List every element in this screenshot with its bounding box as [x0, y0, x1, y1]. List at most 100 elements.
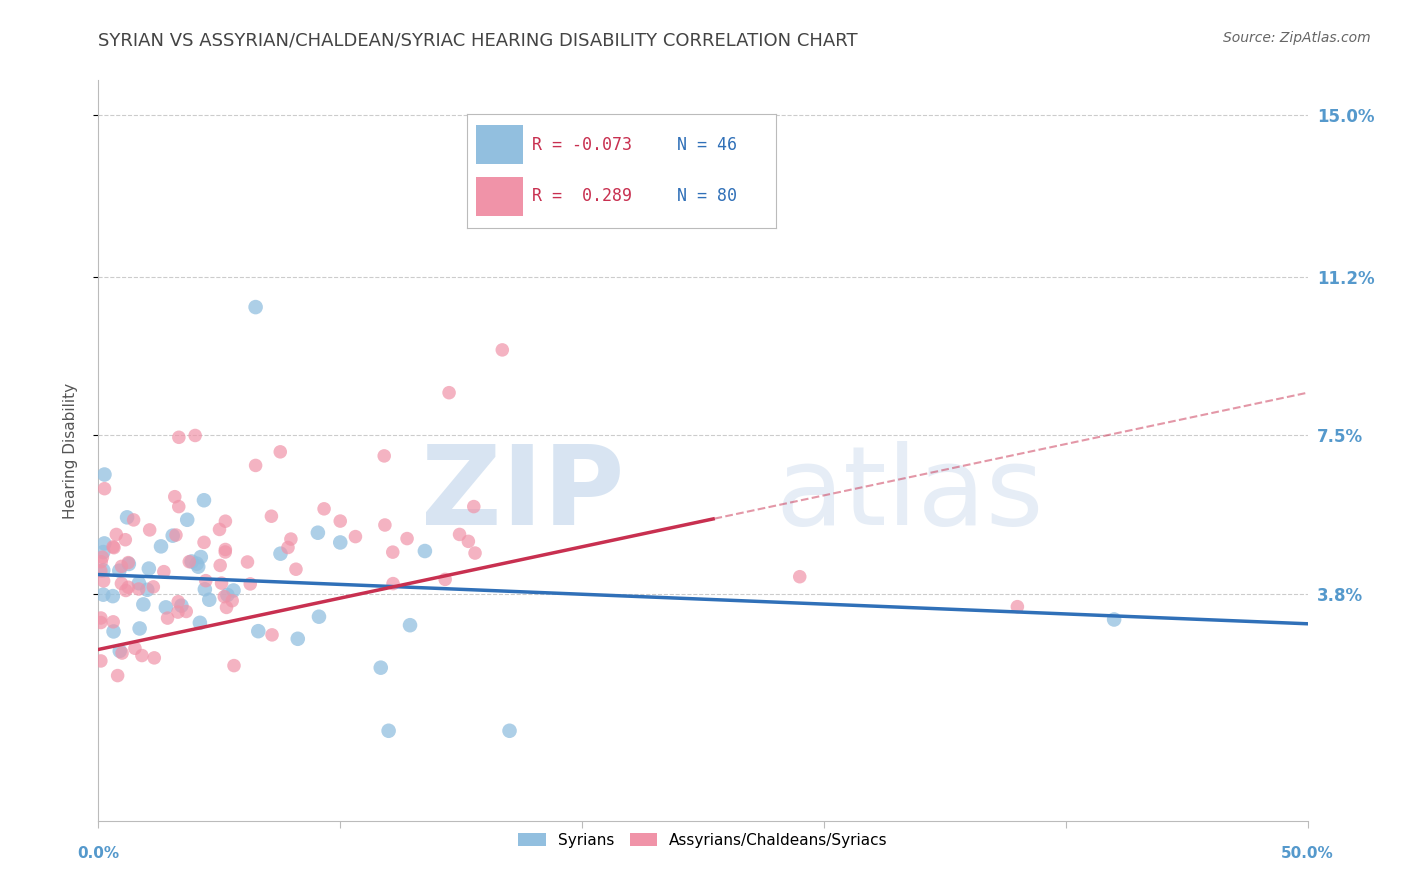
Y-axis label: Hearing Disability: Hearing Disability	[63, 383, 77, 518]
Point	[260, 509, 283, 524]
Point	[167, 430, 190, 444]
Point	[457, 534, 479, 549]
Point	[193, 493, 215, 508]
Point	[107, 668, 129, 682]
Point	[180, 554, 202, 568]
Point	[105, 527, 128, 541]
Point	[114, 583, 136, 598]
Point	[247, 624, 270, 639]
Point	[142, 580, 165, 594]
Point	[236, 555, 259, 569]
Point	[174, 605, 197, 619]
Point	[90, 555, 112, 569]
Point	[93, 467, 115, 482]
Point	[194, 582, 217, 597]
Point	[136, 582, 159, 597]
Point	[373, 449, 395, 463]
Point	[115, 510, 138, 524]
Point	[153, 565, 176, 579]
Point	[498, 723, 520, 738]
Point	[91, 545, 114, 559]
Point	[90, 611, 112, 625]
Point	[117, 580, 139, 594]
Point	[103, 541, 125, 555]
Point	[491, 343, 513, 357]
Point	[186, 557, 208, 571]
Point	[143, 651, 166, 665]
Text: atlas: atlas	[776, 442, 1045, 549]
Point	[156, 611, 179, 625]
Point	[208, 523, 231, 537]
Point	[103, 615, 125, 629]
Point	[437, 385, 460, 400]
Point	[285, 562, 308, 576]
Point	[222, 583, 245, 598]
Point	[287, 632, 309, 646]
Point	[167, 500, 190, 514]
Point	[222, 658, 245, 673]
Text: 0.0%: 0.0%	[77, 847, 120, 862]
Point	[374, 518, 396, 533]
Point	[214, 514, 236, 528]
Point	[90, 564, 112, 578]
Point	[132, 598, 155, 612]
Point	[101, 540, 124, 554]
Point	[312, 501, 335, 516]
Point	[789, 570, 811, 584]
Point	[91, 588, 114, 602]
Point	[170, 599, 193, 613]
Point	[179, 555, 201, 569]
Point	[214, 545, 236, 559]
Point	[93, 482, 115, 496]
Point	[162, 529, 184, 543]
Point	[176, 513, 198, 527]
Text: SYRIAN VS ASSYRIAN/CHALDEAN/SYRIAC HEARING DISABILITY CORRELATION CHART: SYRIAN VS ASSYRIAN/CHALDEAN/SYRIAC HEARI…	[98, 31, 858, 49]
Point	[260, 628, 283, 642]
Point	[381, 545, 404, 559]
Point	[90, 615, 112, 630]
Point	[128, 622, 150, 636]
Point	[214, 542, 236, 557]
Point	[245, 300, 267, 314]
Point	[269, 445, 291, 459]
Point	[1007, 599, 1029, 614]
Point	[209, 558, 232, 573]
Point	[138, 561, 160, 575]
Point	[108, 644, 131, 658]
Point	[122, 513, 145, 527]
Point	[167, 605, 190, 619]
Point	[187, 559, 209, 574]
Point	[194, 574, 217, 588]
Point	[449, 527, 471, 541]
Point	[280, 532, 302, 546]
Point	[91, 550, 114, 565]
Point	[382, 576, 405, 591]
Point	[138, 523, 160, 537]
Point	[111, 646, 134, 660]
Point	[193, 535, 215, 549]
Point	[377, 723, 399, 738]
Point	[221, 593, 243, 607]
Text: Source: ZipAtlas.com: Source: ZipAtlas.com	[1223, 31, 1371, 45]
Point	[103, 624, 125, 639]
Point	[150, 540, 173, 554]
Point	[434, 573, 457, 587]
Point	[131, 648, 153, 663]
Point	[110, 576, 132, 591]
Point	[101, 589, 124, 603]
Point	[329, 514, 352, 528]
Point	[93, 574, 115, 588]
Point	[167, 595, 190, 609]
Point	[1102, 613, 1125, 627]
Point	[308, 609, 330, 624]
Point	[307, 525, 329, 540]
Point	[128, 576, 150, 591]
Point	[399, 618, 422, 632]
Point	[117, 556, 139, 570]
Point	[214, 590, 236, 604]
Text: ZIP: ZIP	[420, 442, 624, 549]
Point	[198, 592, 221, 607]
Point	[413, 544, 436, 558]
Point	[370, 661, 392, 675]
Point	[184, 428, 207, 442]
